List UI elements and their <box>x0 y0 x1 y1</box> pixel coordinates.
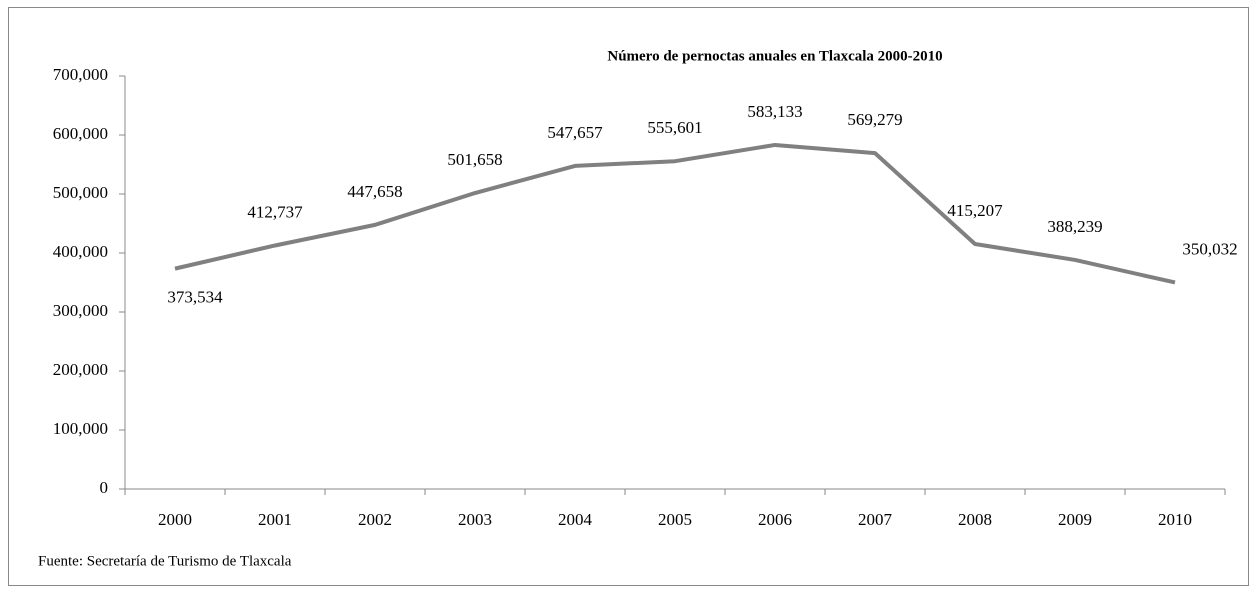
x-tick-label: 2006 <box>758 510 792 529</box>
data-label: 415,207 <box>947 201 1003 220</box>
chart-title: Número de pernoctas anuales en Tlaxcala … <box>607 48 942 64</box>
x-tick-label: 2000 <box>158 510 192 529</box>
y-tick-label: 700,000 <box>53 65 108 84</box>
x-tick-label: 2003 <box>458 510 492 529</box>
data-label: 388,239 <box>1047 217 1102 236</box>
source-note: Fuente: Secretaría de Turismo de Tlaxcal… <box>38 553 292 569</box>
x-tick-label: 2009 <box>1058 510 1092 529</box>
y-tick-label: 500,000 <box>53 183 108 202</box>
y-tick-label: 600,000 <box>53 124 108 143</box>
x-tick-label: 2010 <box>1158 510 1192 529</box>
x-tick-label: 2004 <box>558 510 593 529</box>
data-label: 350,032 <box>1182 239 1237 258</box>
x-tick-label: 2002 <box>358 510 392 529</box>
x-tick-label: 2001 <box>258 510 292 529</box>
y-tick-label: 0 <box>100 478 109 497</box>
x-tick-label: 2008 <box>958 510 992 529</box>
data-label: 501,658 <box>447 150 502 169</box>
data-label: 555,601 <box>647 118 702 137</box>
data-label: 412,737 <box>247 202 303 221</box>
data-label: 583,133 <box>747 102 802 121</box>
y-tick-label: 100,000 <box>53 419 108 438</box>
data-label: 447,658 <box>347 182 402 201</box>
y-tick-label: 200,000 <box>53 360 108 379</box>
series-line <box>174 142 1176 285</box>
y-tick-label: 400,000 <box>53 242 108 261</box>
data-label: 547,657 <box>547 123 603 142</box>
data-label: 569,279 <box>847 110 902 129</box>
x-tick-label: 2005 <box>658 510 692 529</box>
y-tick-label: 300,000 <box>53 301 108 320</box>
data-label: 373,534 <box>167 288 223 307</box>
x-tick-label: 2007 <box>858 510 893 529</box>
